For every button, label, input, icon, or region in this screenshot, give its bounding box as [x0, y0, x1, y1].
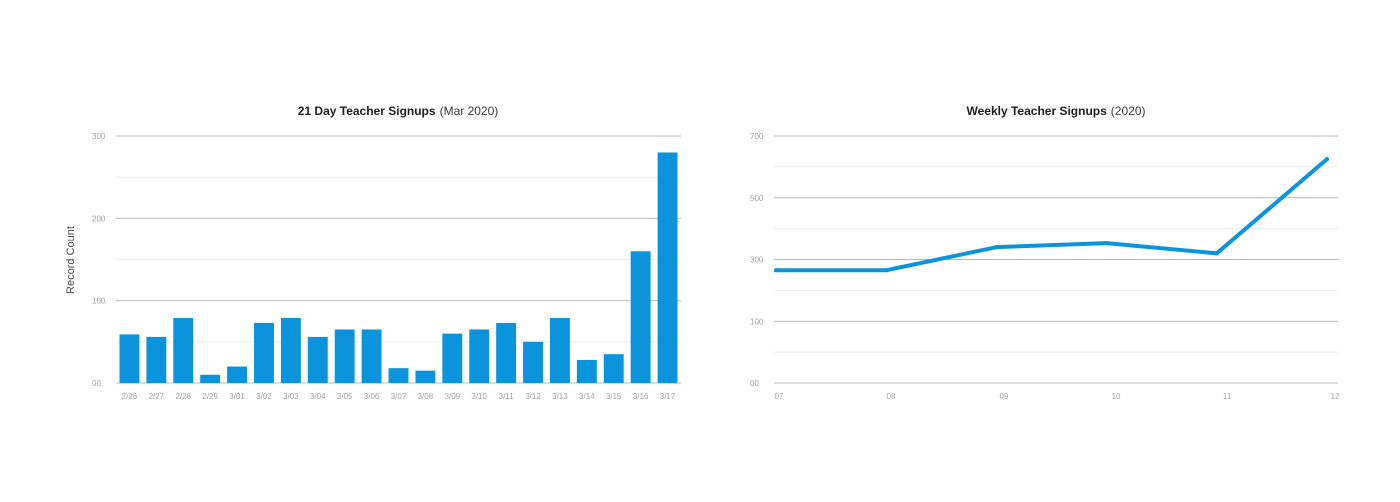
x-tick-label: 3/17 [660, 392, 676, 401]
line-point [994, 245, 999, 250]
x-tick-label: 3/05 [337, 392, 353, 401]
bar [576, 359, 597, 383]
y-tick-label: 300 [750, 256, 764, 265]
bar [442, 333, 463, 383]
bar-chart-x-ticks: 2/26 2/27 2/28 2/29 3/01 3/02 3/03 3/04 3/05 3/06… [122, 392, 676, 401]
bar [334, 329, 355, 383]
x-tick-label: 3/13 [552, 392, 568, 401]
bar-chart-y-ticks: 00 100 200 300 [92, 132, 106, 388]
line-chart-major-grid [774, 135, 1338, 384]
bar [307, 336, 328, 383]
y-tick-label: 300 [92, 132, 106, 141]
line-chart: Weekly Teacher Signups (2020) 00 100 300 500… [750, 104, 1340, 401]
bar [361, 329, 382, 383]
x-tick-label: 3/12 [525, 392, 541, 401]
bar [119, 334, 140, 383]
bar-chart-minor-grid [116, 176, 681, 343]
line-point [1104, 241, 1109, 246]
x-tick-label: 09 [1000, 392, 1009, 401]
x-tick-label: 3/08 [418, 392, 434, 401]
bar [630, 251, 651, 383]
x-tick-label: 10 [1112, 392, 1121, 401]
x-tick-label: 2/29 [202, 392, 218, 401]
bar [173, 317, 194, 383]
x-tick-label: 11 [1223, 392, 1232, 401]
bar [657, 152, 678, 383]
x-tick-label: 3/16 [633, 392, 649, 401]
x-tick-label: 12 [1331, 392, 1340, 401]
bar [388, 368, 409, 383]
line-chart-title: Weekly Teacher Signups [967, 104, 1108, 118]
bar-chart: 21 Day Teacher Signups (Mar 2020) Record … [65, 104, 681, 401]
x-tick-label: 2/27 [149, 392, 165, 401]
x-tick-label: 3/10 [471, 392, 487, 401]
bar [496, 322, 517, 383]
bar [146, 336, 167, 383]
bar [415, 370, 436, 383]
bar [603, 354, 624, 383]
series-line [774, 157, 1329, 273]
line-point [1325, 157, 1329, 162]
x-tick-label: 2/26 [122, 392, 138, 401]
bar [200, 374, 221, 383]
bar [523, 341, 543, 383]
bar [469, 329, 490, 383]
y-tick-label: 00 [92, 379, 101, 388]
line-chart-y-ticks: 00 100 300 500 700 [750, 132, 764, 388]
x-tick-label: 3/01 [229, 392, 245, 401]
bar [227, 366, 248, 383]
x-tick-label: 3/11 [499, 392, 515, 401]
x-tick-label: 3/07 [391, 392, 407, 401]
bar [254, 322, 274, 383]
line-point [774, 268, 778, 273]
bar [549, 317, 570, 383]
bar-chart-title-line: 21 Day Teacher Signups (Mar 2020) [298, 104, 499, 118]
line-point [1214, 251, 1219, 256]
line-point [884, 268, 889, 273]
y-tick-label: 00 [750, 379, 759, 388]
bar-chart-subtitle: (Mar 2020) [440, 104, 499, 118]
x-tick-label: 3/03 [283, 392, 299, 401]
y-tick-label: 700 [750, 132, 764, 141]
line-chart-subtitle: (2020) [1111, 104, 1146, 118]
line-chart-series [774, 157, 1329, 273]
x-tick-label: 3/09 [445, 392, 461, 401]
line-chart-x-ticks: 07 08 09 10 11 12 [775, 392, 1340, 401]
x-tick-label: 08 [887, 392, 896, 401]
bar [280, 317, 301, 383]
bar-chart-ylabel: Record Count [65, 226, 77, 294]
line-chart-title-line: Weekly Teacher Signups (2020) [967, 104, 1146, 118]
bar-chart-bars [119, 152, 678, 383]
y-tick-label: 200 [92, 214, 106, 223]
x-tick-label: 3/06 [364, 392, 380, 401]
y-tick-label: 100 [750, 317, 764, 326]
y-tick-label: 500 [750, 194, 764, 203]
y-tick-label: 100 [92, 297, 106, 306]
x-tick-label: 3/15 [606, 392, 622, 401]
x-tick-label: 3/14 [579, 392, 595, 401]
x-tick-label: 07 [775, 392, 784, 401]
x-tick-label: 3/02 [256, 392, 272, 401]
bar-chart-title: 21 Day Teacher Signups [298, 104, 436, 118]
x-tick-label: 2/28 [175, 392, 191, 401]
x-tick-label: 3/04 [310, 392, 326, 401]
